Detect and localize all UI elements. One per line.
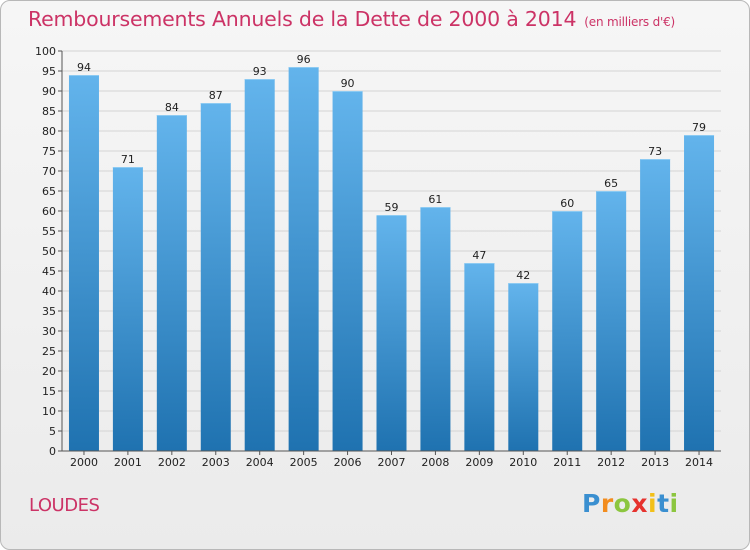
logo-letter: P xyxy=(582,489,601,518)
y-tick-label: 55 xyxy=(42,225,56,238)
bar-2014 xyxy=(684,135,715,451)
y-tick-label: 40 xyxy=(42,285,56,298)
data-label: 42 xyxy=(516,269,530,282)
x-tick-label: 2014 xyxy=(685,456,713,469)
data-label: 87 xyxy=(209,89,223,102)
data-label: 61 xyxy=(428,193,442,206)
bar-2011 xyxy=(552,211,583,451)
data-label: 93 xyxy=(253,65,267,78)
x-tick-label: 2011 xyxy=(553,456,581,469)
x-tick-label: 2002 xyxy=(158,456,186,469)
y-tick-labels: 0 5 10 15 20 25 30 35 40 45 50 55 60 65 70 75 80 85 90 95 10… xyxy=(35,45,56,458)
y-tick-label: 65 xyxy=(42,185,56,198)
y-tick-label: 60 xyxy=(42,205,56,218)
y-tick-label: 20 xyxy=(42,365,56,378)
logo-letter: i xyxy=(648,489,658,518)
y-tick-label: 15 xyxy=(42,385,56,398)
x-tick-label: 2007 xyxy=(378,456,406,469)
y-tick-label: 25 xyxy=(42,345,56,358)
data-label: 90 xyxy=(341,77,355,90)
x-tick-label: 2009 xyxy=(465,456,493,469)
commune-name: LOUDES xyxy=(29,495,100,516)
y-tick-label: 85 xyxy=(42,105,56,118)
bar-2008 xyxy=(420,207,451,451)
data-label: 73 xyxy=(648,145,662,158)
bar-2004 xyxy=(244,79,275,451)
logo-letter: x xyxy=(631,489,648,518)
y-tick-label: 5 xyxy=(49,425,56,438)
data-label: 59 xyxy=(385,201,399,214)
chart-title: Remboursements Annuels de la Dette de 20… xyxy=(28,7,675,31)
y-tick-label: 90 xyxy=(42,85,56,98)
bar-2007 xyxy=(376,215,407,451)
logo-letter: r xyxy=(600,489,614,518)
bar-2005 xyxy=(288,67,319,451)
data-label: 96 xyxy=(297,53,311,66)
bar-2013 xyxy=(640,159,671,451)
x-tick-label: 2006 xyxy=(334,456,362,469)
bar-2001 xyxy=(112,167,143,451)
x-tick-label: 2013 xyxy=(641,456,669,469)
chart-title-text: Remboursements Annuels de la Dette de 20… xyxy=(28,7,577,31)
bar-2003 xyxy=(200,103,231,451)
axes xyxy=(58,50,721,455)
bar-2012 xyxy=(596,191,627,451)
y-tick-label: 50 xyxy=(42,245,56,258)
logo-letter: o xyxy=(613,489,632,518)
y-tick-label: 75 xyxy=(42,145,56,158)
x-tick-label: 2003 xyxy=(202,456,230,469)
data-label: 47 xyxy=(472,249,486,262)
data-label: 71 xyxy=(121,153,135,166)
chart-unit: (en milliers d'€) xyxy=(584,15,676,29)
y-tick-label: 0 xyxy=(49,445,56,458)
proxiti-logo: Proxiti xyxy=(582,489,679,518)
x-tick-label: 2012 xyxy=(597,456,625,469)
data-label: 94 xyxy=(77,61,91,74)
data-label: 84 xyxy=(165,101,179,114)
x-tick-label: 2000 xyxy=(70,456,98,469)
x-tick-label: 2005 xyxy=(290,456,318,469)
bar-2010 xyxy=(508,283,539,451)
x-tick-label: 2008 xyxy=(421,456,449,469)
data-labels: 94 71 84 87 93 96 90 59 61 47 42 60 65 73 79 xyxy=(77,53,706,282)
y-tick-label: 45 xyxy=(42,265,56,278)
data-label: 65 xyxy=(604,177,618,190)
y-tick-label: 10 xyxy=(42,405,56,418)
y-tick-label: 30 xyxy=(42,325,56,338)
logo-letter: t xyxy=(657,489,670,518)
x-tick-label: 2001 xyxy=(114,456,142,469)
y-tick-label: 95 xyxy=(42,65,56,78)
y-tick-label: 70 xyxy=(42,165,56,178)
bar-2009 xyxy=(464,263,495,451)
logo-letter: i xyxy=(669,489,679,518)
bar-2000 xyxy=(68,75,99,451)
y-tick-label: 100 xyxy=(35,45,56,58)
x-tick-label: 2004 xyxy=(246,456,274,469)
y-tick-label: 35 xyxy=(42,305,56,318)
y-tick-label: 80 xyxy=(42,125,56,138)
data-label: 79 xyxy=(692,121,706,134)
x-tick-labels: 2000 2001 2002 2003 2004 2005 2006 2007 2008 2009… xyxy=(70,456,713,469)
bar-2002 xyxy=(156,115,187,451)
x-tick-label: 2010 xyxy=(509,456,537,469)
data-label: 60 xyxy=(560,197,574,210)
bar-2006 xyxy=(332,91,363,451)
bars xyxy=(68,67,715,451)
